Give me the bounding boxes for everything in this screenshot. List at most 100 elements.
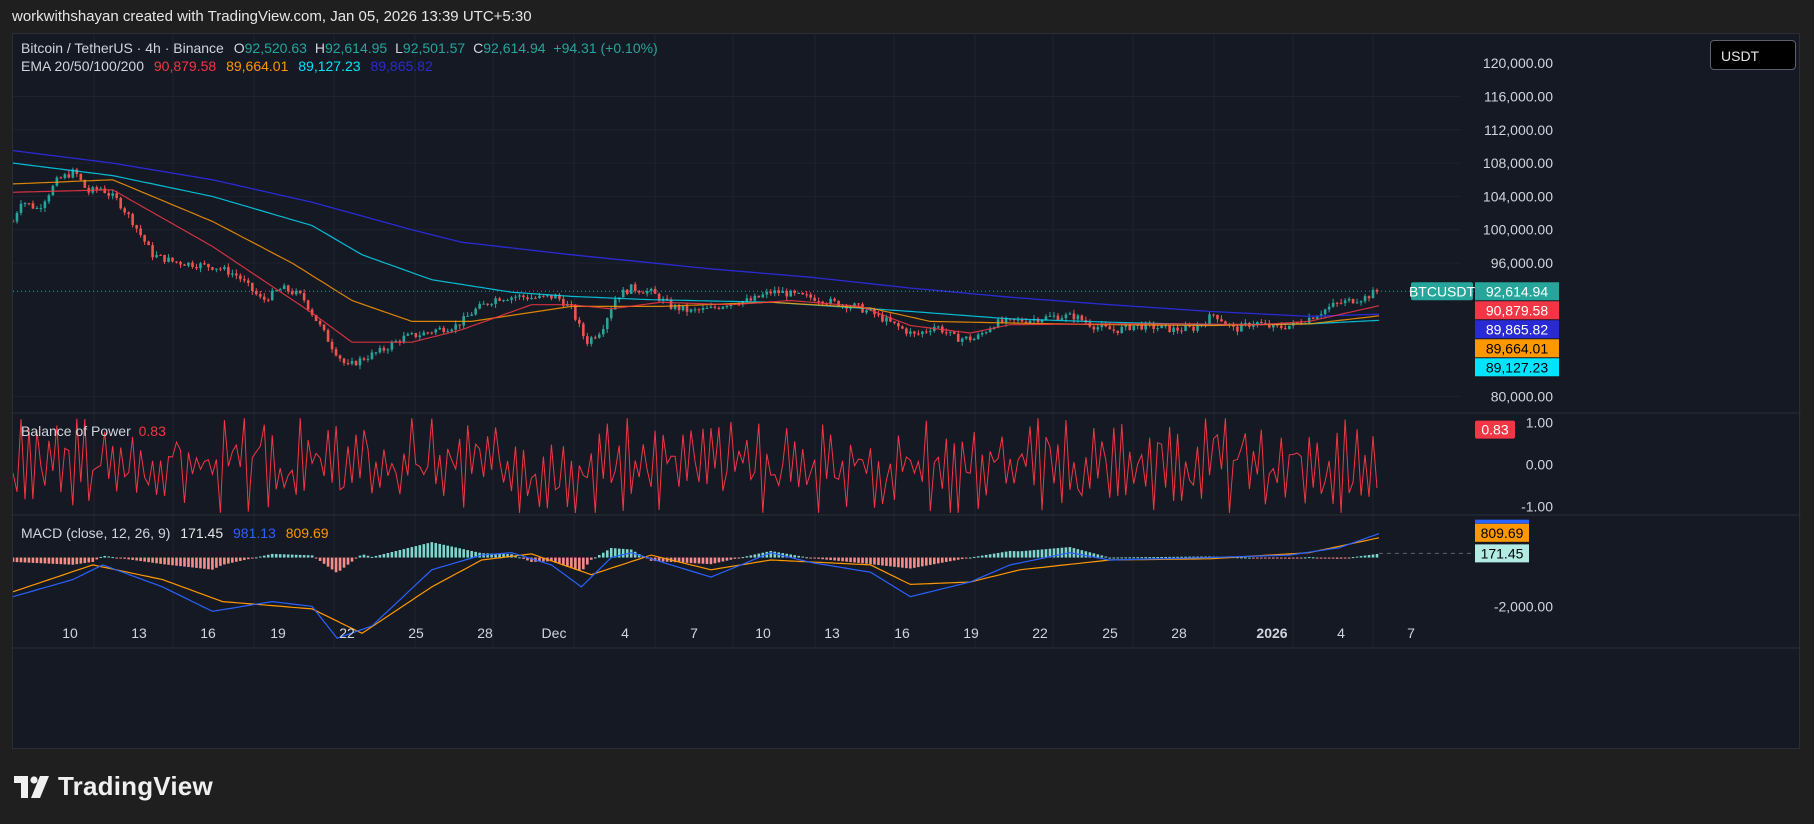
macd-hist-bar xyxy=(522,557,525,559)
bop-value-tag: 0.83 xyxy=(1475,420,1515,439)
macd-hist-bar xyxy=(402,549,406,558)
ema-title: EMA 20/50/100/200 xyxy=(21,58,144,74)
bop-legend[interactable]: Balance of Power 0.83 xyxy=(21,423,166,439)
macd-hist-bar xyxy=(1112,557,1116,559)
candle-body xyxy=(207,263,210,268)
candle-body xyxy=(921,331,924,334)
candle-body xyxy=(1196,325,1199,331)
tradingview-logo-icon xyxy=(14,775,49,798)
candle-body xyxy=(797,292,800,294)
macd-hist-bar xyxy=(67,557,71,565)
macd-hist-bar xyxy=(1004,551,1008,558)
macd-hist-bar xyxy=(741,557,745,559)
candle-body xyxy=(1272,324,1275,328)
macd-hist-bar xyxy=(753,554,757,558)
macd-hist-bar xyxy=(211,557,214,570)
macd-hist-bar xyxy=(681,557,685,563)
macd-hist-bar xyxy=(147,557,150,563)
candle-body xyxy=(362,358,366,360)
candle-body xyxy=(418,335,422,338)
macd-hist-bar xyxy=(889,557,892,567)
macd-hist-bar xyxy=(597,555,601,558)
macd-hist-bar xyxy=(474,551,477,558)
macd-hist-bar xyxy=(609,548,613,558)
macd-hist-bar xyxy=(290,554,294,558)
symbol-legend[interactable]: Bitcoin / TetherUS · 4h · Binance O92,52… xyxy=(21,40,658,56)
macd-hist-bar xyxy=(1052,548,1056,558)
candle-body xyxy=(370,352,374,359)
candle-body xyxy=(1024,321,1028,323)
macd-hist-bar xyxy=(71,557,75,565)
macd-hist-bar xyxy=(613,548,617,558)
candle-body xyxy=(1192,326,1195,331)
macd-hist-bar xyxy=(1204,556,1207,558)
candle-body xyxy=(1108,326,1112,330)
macd-hist-bar xyxy=(1260,557,1263,559)
macd-hist-bar xyxy=(207,557,210,570)
macd-hist-bar xyxy=(653,557,657,562)
macd-hist-bar xyxy=(773,551,777,558)
macd-hist-bar xyxy=(294,554,298,558)
macd-line xyxy=(13,533,1380,639)
candle-body xyxy=(199,263,202,269)
candle-body xyxy=(1275,324,1279,326)
macd-hist-bar xyxy=(629,549,633,558)
macd-hist-bar xyxy=(901,557,904,568)
candle-body xyxy=(1080,315,1084,321)
macd-hist-bar xyxy=(601,552,605,558)
candle-body xyxy=(43,201,47,208)
candle-body xyxy=(510,297,513,301)
candle-body xyxy=(474,308,477,315)
candle-body xyxy=(179,262,182,265)
ema-legend[interactable]: EMA 20/50/100/200 90,879.58 89,664.01 89… xyxy=(21,58,433,74)
ema-tag-bg xyxy=(1475,320,1559,339)
candle-body xyxy=(462,315,465,326)
candle-body xyxy=(781,291,785,293)
macd-hist-bar xyxy=(633,551,637,558)
candle-body xyxy=(801,292,804,295)
x-tick-label: 4 xyxy=(1337,625,1345,641)
candle-body xyxy=(641,292,645,294)
macd-hist-bar xyxy=(318,557,322,561)
candle-body xyxy=(171,257,174,262)
chart-frame[interactable]: 116,000.00 112,000.00 108,000.00 104,000.00… xyxy=(12,33,1801,750)
macd-hist-bar xyxy=(737,557,741,559)
candle-body xyxy=(984,332,988,334)
macd-hist-bar xyxy=(1311,557,1315,559)
candle-body xyxy=(936,326,940,328)
macd-hist-bar xyxy=(785,553,789,558)
macd-hist-bar xyxy=(51,557,55,564)
macd-hist-bar xyxy=(199,557,202,569)
candle-body xyxy=(793,290,797,293)
candle-body xyxy=(314,314,318,321)
currency-button[interactable]: USDT xyxy=(1710,40,1796,70)
tradingview-logo[interactable]: TradingView xyxy=(14,771,213,802)
candle-body xyxy=(262,296,266,300)
macd-legend[interactable]: MACD (close, 12, 26, 9) 171.45 981.13 80… xyxy=(21,525,329,541)
macd-hist-bar xyxy=(247,557,250,560)
macd-hist-bar xyxy=(709,557,713,565)
candle-body xyxy=(1315,316,1319,319)
candle-body xyxy=(901,326,904,329)
candle-body xyxy=(761,294,765,298)
candle-body xyxy=(633,284,637,291)
candle-body xyxy=(705,307,709,309)
macd-hist-bar xyxy=(749,555,753,558)
macd-hist-bar xyxy=(1323,557,1327,559)
macd-hist-bar xyxy=(825,557,828,560)
macd-hist-bar xyxy=(940,557,944,563)
macd-hist-bar xyxy=(1140,557,1143,559)
chart-canvas[interactable]: 116,000.00 112,000.00 108,000.00 104,000.00… xyxy=(13,34,1801,750)
candle-body xyxy=(167,257,170,262)
candle-body xyxy=(151,245,154,258)
candle-body xyxy=(1236,326,1239,332)
macd-hist-bar xyxy=(55,557,59,564)
candle-body xyxy=(1323,309,1327,315)
candle-body xyxy=(342,358,346,364)
macd-hist-bar xyxy=(964,557,968,559)
macd-hist-bar xyxy=(1363,555,1367,558)
ema-tag-text: 89,127.23 xyxy=(1486,359,1548,375)
macd-hist-bar xyxy=(470,550,473,558)
candle-body xyxy=(334,349,338,356)
macd-hist-bar xyxy=(254,557,258,559)
